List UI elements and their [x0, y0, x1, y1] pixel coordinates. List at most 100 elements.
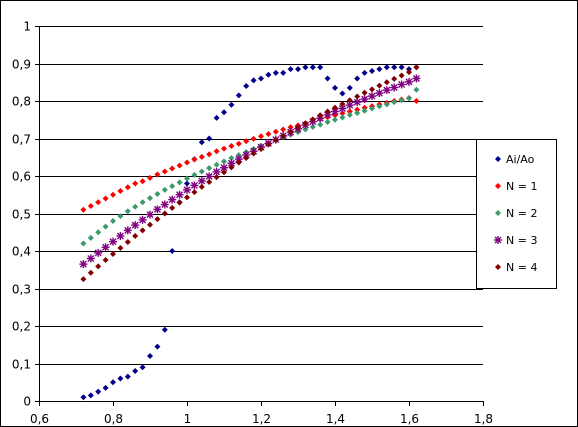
x-tick-label: 0,6 [30, 412, 49, 426]
data-point [258, 133, 264, 140]
data-point [302, 120, 309, 127]
data-point [346, 111, 353, 118]
data-point [154, 216, 161, 223]
data-point [397, 80, 406, 89]
legend-label: Ai/Ao [506, 153, 535, 166]
data-point [309, 123, 316, 130]
data-point [146, 210, 154, 219]
legend-marker [495, 156, 501, 162]
data-point [110, 379, 116, 386]
data-point [184, 159, 190, 166]
data-point [228, 164, 235, 171]
legend-marker [494, 236, 502, 244]
data-point [317, 112, 324, 119]
data-point [160, 200, 169, 209]
data-point [309, 116, 316, 123]
gridlines [39, 26, 483, 365]
x-tick-label: 1,4 [326, 412, 345, 426]
data-point [258, 75, 264, 82]
data-point [383, 101, 390, 108]
data-point [206, 179, 213, 185]
data-point [154, 343, 161, 350]
data-point [139, 227, 146, 234]
data-point [138, 215, 147, 224]
data-point [87, 269, 94, 276]
data-point [413, 86, 420, 93]
data-point [191, 156, 198, 163]
data-point [176, 199, 183, 206]
data-point [95, 263, 102, 270]
data-point [168, 195, 177, 204]
data-point [213, 174, 220, 181]
data-point [139, 178, 146, 185]
data-point [87, 234, 94, 241]
data-point [169, 165, 176, 172]
data-point [272, 69, 279, 76]
data-point [102, 257, 109, 263]
data-point [324, 119, 331, 125]
data-point [176, 179, 183, 186]
data-point [161, 210, 168, 217]
data-point [169, 204, 176, 211]
data-point [368, 92, 376, 101]
y-tick-label: 0,2 [12, 320, 31, 334]
x-tick-label: 1,6 [400, 412, 419, 426]
data-point [190, 181, 199, 190]
data-point [405, 77, 413, 86]
data-point [79, 260, 88, 269]
data-point [361, 89, 368, 96]
data-point [354, 110, 361, 116]
data-point [176, 162, 183, 169]
data-point [361, 107, 368, 114]
data-point [360, 95, 369, 104]
data-point [272, 137, 279, 143]
data-point [175, 190, 184, 199]
data-point [139, 199, 146, 206]
data-point [213, 148, 220, 155]
y-tick-label: 0,5 [12, 208, 31, 222]
data-point [345, 101, 354, 110]
data-point [154, 171, 161, 178]
data-point [406, 95, 412, 102]
data-point [153, 205, 162, 214]
data-point [235, 152, 242, 158]
data-point [221, 158, 227, 165]
data-point [147, 221, 153, 228]
data-point [124, 208, 131, 215]
data-point [117, 188, 124, 194]
data-point [213, 161, 220, 168]
data-point [339, 110, 346, 117]
data-point [354, 75, 361, 82]
data-point [382, 86, 391, 95]
data-point [147, 174, 153, 181]
y-tick-label: 0,7 [12, 133, 31, 147]
data-point [94, 248, 103, 257]
data-point [413, 98, 420, 104]
data-point [398, 97, 405, 104]
y-tick-label: 1 [23, 20, 31, 34]
data-point [346, 97, 353, 104]
data-point [383, 64, 390, 71]
series-points-3 [79, 74, 421, 269]
data-point [116, 232, 125, 240]
data-point [109, 237, 117, 246]
data-point [302, 64, 309, 71]
data-point [80, 206, 87, 213]
data-point [117, 375, 124, 382]
data-point [280, 132, 287, 139]
data-point [391, 99, 398, 106]
data-point [95, 199, 102, 206]
x-tick-label: 0,8 [104, 412, 123, 426]
data-point [221, 145, 227, 152]
data-point [169, 248, 176, 254]
legend-marker [495, 183, 501, 189]
data-point [228, 155, 235, 161]
data-point [265, 71, 272, 78]
data-point [258, 146, 264, 152]
data-point [235, 159, 242, 166]
data-point [376, 82, 383, 89]
series-points-1 [80, 95, 420, 213]
y-tick-label: 0 [23, 395, 31, 409]
data-point [346, 108, 353, 115]
data-point [235, 92, 242, 99]
